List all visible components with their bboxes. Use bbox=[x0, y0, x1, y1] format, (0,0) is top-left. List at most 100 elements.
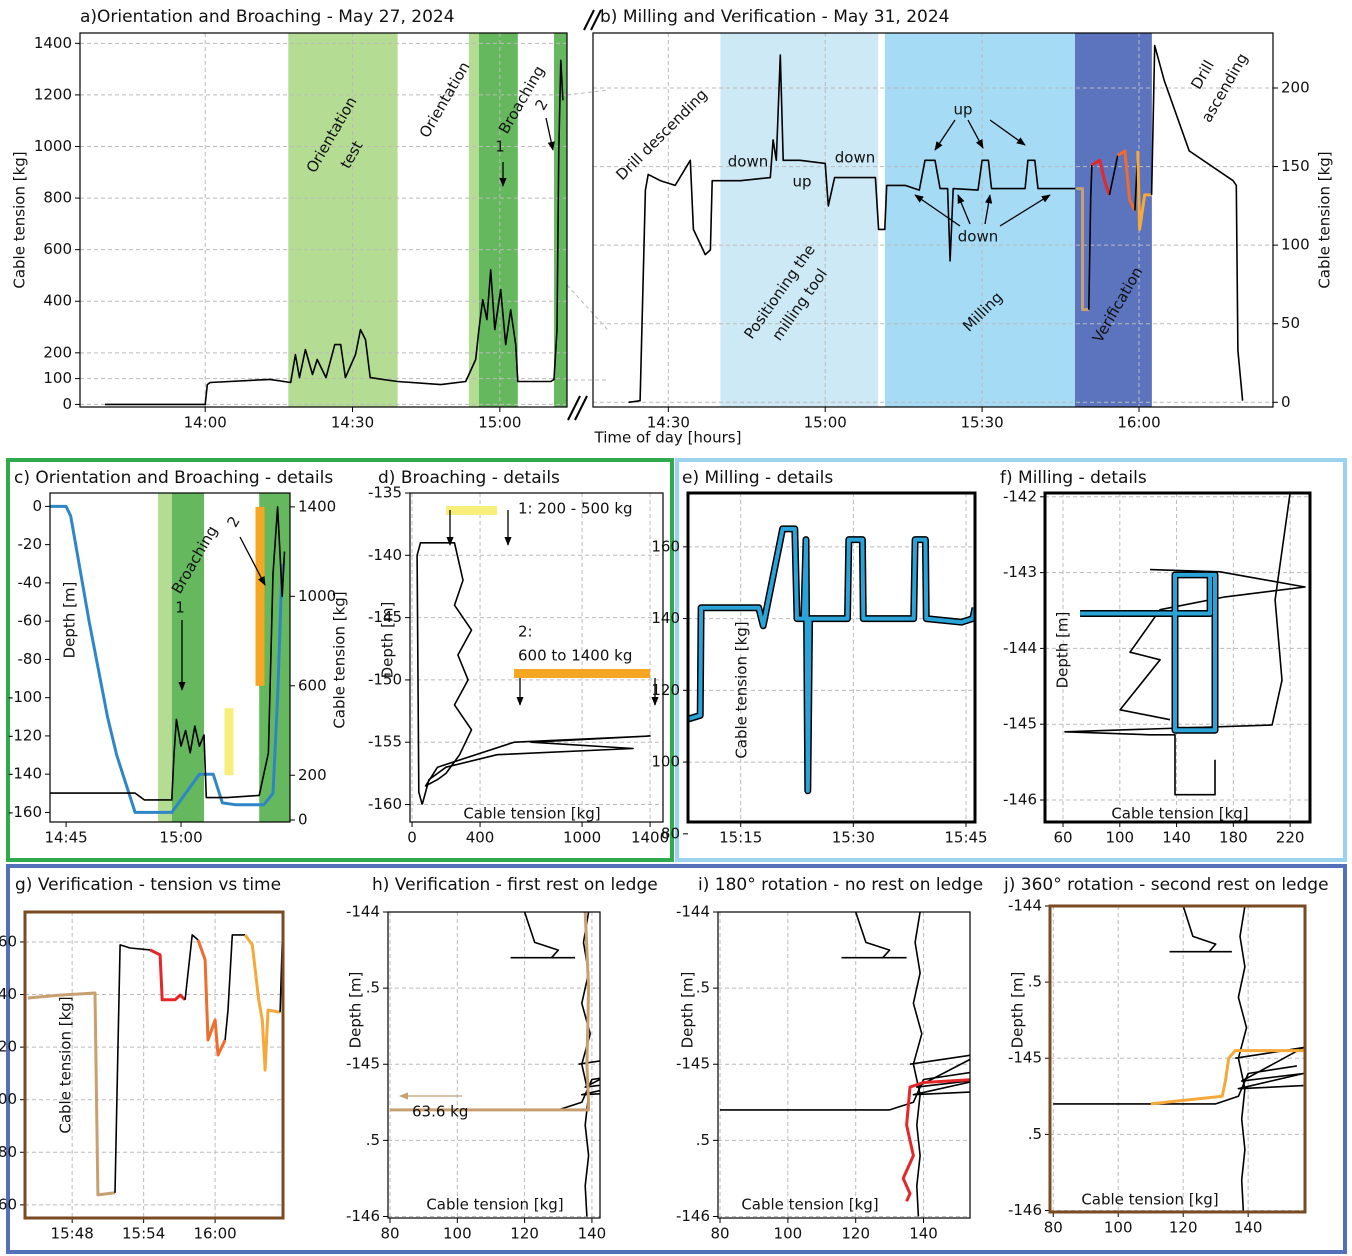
y-tick-label: -145 bbox=[1003, 715, 1037, 733]
arrow bbox=[545, 117, 555, 151]
y-tick-label: -144 bbox=[1003, 639, 1037, 657]
y-tick-label: 800 bbox=[43, 189, 72, 207]
panel: 60 100 140 180 220 -142 -143 -144 -145 -146 f) Mil… bbox=[1000, 468, 1312, 847]
series-line bbox=[27, 991, 116, 1197]
x-tick-label: 15:00 bbox=[159, 829, 202, 847]
arrow bbox=[239, 536, 266, 586]
y-tick-label: 600 bbox=[43, 240, 72, 258]
y-tick-label: -145 bbox=[1008, 1049, 1042, 1067]
y-tick-label: 100 bbox=[651, 753, 680, 771]
y-axis-label: Cable tension [kg] bbox=[11, 151, 29, 288]
annotation: up bbox=[953, 101, 972, 119]
plot-frame bbox=[1043, 491, 1312, 824]
y-tick-label: 160 bbox=[651, 537, 680, 555]
series-line bbox=[196, 939, 227, 1057]
y-tick-label: -80 bbox=[18, 650, 43, 668]
y-tick-label: -100 bbox=[8, 688, 42, 706]
region bbox=[171, 493, 205, 822]
series-line bbox=[149, 948, 187, 1002]
series-line bbox=[1235, 1046, 1305, 1090]
panel-title: b) Milling and Verification - May 31, 20… bbox=[600, 7, 949, 27]
y-tick-label: 80 bbox=[0, 1143, 17, 1161]
plot-area bbox=[1050, 906, 1305, 1212]
y-tick-label: 60 bbox=[0, 1195, 17, 1213]
x-tick-label: 100 bbox=[443, 1225, 472, 1243]
y2-axis-label: Cable tension [kg] bbox=[1316, 151, 1334, 288]
panel: 14:45 15:00 0 -20 -40 -60 -80 -100 -120 -140 -160 0… bbox=[8, 468, 349, 847]
plot-area bbox=[80, 33, 567, 407]
panel: 80 100 120 140 -144 .5 -145 .5 -146 h) Verificati… bbox=[346, 875, 658, 1243]
range-bar bbox=[514, 669, 651, 678]
plot-frame bbox=[592, 32, 1274, 408]
series-line bbox=[1091, 158, 1111, 196]
x-axis-label: Cable tension [kg] bbox=[426, 1196, 563, 1214]
y-tick-label: -40 bbox=[18, 573, 43, 591]
x-tick-label: 100 bbox=[1104, 1219, 1133, 1237]
panel: 15:48 15:54 16:00 60 80 100 120 140 160 g) Verifi… bbox=[0, 875, 285, 1243]
x-tick-label: 15:15 bbox=[719, 829, 762, 847]
x-axis-label: Cable tension [kg] bbox=[463, 805, 600, 823]
y-tick-label: -60 bbox=[18, 612, 43, 630]
range-bar bbox=[255, 506, 265, 686]
y-tick-label: -120 bbox=[8, 726, 42, 744]
y-tick-label: 0 bbox=[32, 497, 42, 515]
y-tick-label: -143 bbox=[1003, 563, 1037, 581]
plot-frame bbox=[23, 910, 285, 1220]
annotation: 2 bbox=[223, 513, 243, 530]
y-tick-label: 50 bbox=[1281, 314, 1300, 332]
arrow bbox=[914, 194, 961, 227]
series-line bbox=[1116, 149, 1137, 212]
panel: 14:00 14:30 15:00 0 100 200 400 600 800 1000 1200 1… bbox=[11, 7, 568, 432]
arrow bbox=[999, 194, 1051, 227]
x-tick-label: 14:00 bbox=[184, 414, 227, 432]
series-line bbox=[224, 934, 246, 1041]
annotation: Orientation bbox=[416, 59, 474, 141]
y-tick-label: 0 bbox=[1281, 393, 1291, 411]
plot-frame bbox=[1048, 904, 1307, 1214]
x-tick-label: 15:48 bbox=[51, 1225, 94, 1243]
y-axis-label: Depth [m] bbox=[347, 972, 365, 1049]
plot-frame bbox=[409, 492, 664, 823]
y-tick-label: 200 bbox=[298, 766, 327, 784]
series-line bbox=[1080, 572, 1217, 733]
x-tick-label: 140 bbox=[578, 1225, 607, 1243]
region bbox=[884, 33, 1075, 407]
y-tick-label: -135 bbox=[368, 484, 402, 502]
series-line bbox=[1076, 187, 1089, 312]
y-tick-label: 0 bbox=[298, 810, 308, 828]
panel-title: d) Broaching - details bbox=[378, 468, 560, 488]
series-line bbox=[1119, 568, 1306, 721]
x-tick-label: 1000 bbox=[563, 829, 601, 847]
y2-axis-label: Cable tension [kg] bbox=[331, 591, 349, 728]
series-line bbox=[1150, 44, 1244, 401]
y-tick-label: 200 bbox=[1281, 79, 1310, 97]
annotation: down bbox=[958, 228, 998, 246]
panel-title: h) Verification - first rest on ledge bbox=[372, 875, 658, 895]
y-tick-label: -145 bbox=[368, 608, 402, 626]
y-tick-label: 100 bbox=[1281, 236, 1310, 254]
y-axis-label: Cable tension [kg] bbox=[733, 621, 751, 758]
series-line bbox=[243, 934, 281, 1072]
y-axis-label: Depth [m] bbox=[379, 602, 397, 679]
plot-area bbox=[25, 912, 283, 1218]
y-tick-label: -20 bbox=[18, 535, 43, 553]
y-tick-label: 1200 bbox=[34, 85, 72, 103]
y-tick-label: 140 bbox=[0, 985, 17, 1003]
axis-break bbox=[574, 395, 588, 421]
x-tick-label: 1400 bbox=[631, 829, 669, 847]
series-line bbox=[841, 912, 907, 959]
x-tick-label: 15:54 bbox=[122, 1225, 165, 1243]
x-tick-label: 15:45 bbox=[944, 829, 987, 847]
y-tick-label: -146 bbox=[1003, 791, 1037, 809]
y-tick-label: 140 bbox=[651, 609, 680, 627]
arrow bbox=[989, 119, 1026, 146]
region bbox=[468, 33, 479, 407]
y-tick-label: -145 bbox=[346, 1055, 380, 1073]
y-tick-label: -160 bbox=[8, 803, 42, 821]
y-tick-label: 400 bbox=[43, 292, 72, 310]
series-line bbox=[1136, 150, 1152, 231]
series-line bbox=[114, 944, 151, 1193]
axis-break bbox=[590, 9, 602, 31]
connector bbox=[566, 284, 609, 331]
